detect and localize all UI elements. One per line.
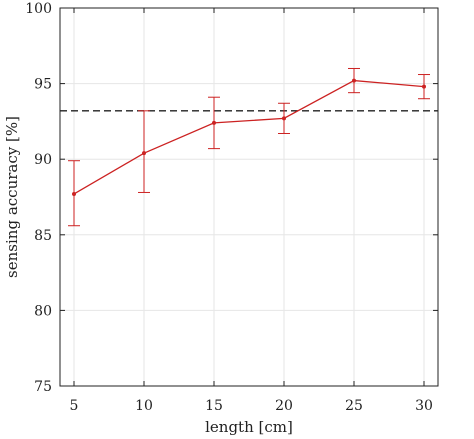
x-tick-label: 25	[345, 398, 363, 414]
data-point	[282, 116, 286, 121]
x-tick-label: 20	[275, 398, 293, 414]
data-point	[422, 84, 426, 89]
x-axis-label: length [cm]	[205, 418, 293, 436]
data-point	[212, 120, 216, 125]
y-tick-label: 85	[34, 228, 52, 244]
x-tick-label: 30	[415, 398, 433, 414]
x-tick-label: 10	[135, 398, 153, 414]
data-point	[142, 151, 146, 156]
ticks: 5 10 15 20 25 30 75 80 85 90 95 100	[25, 1, 438, 414]
series-group	[68, 67, 430, 227]
data-point	[352, 78, 356, 83]
data-point	[72, 191, 76, 196]
y-tick-label: 80	[34, 303, 52, 319]
y-tick-label: 75	[34, 379, 52, 395]
plot-frame	[59, 7, 439, 387]
y-tick-label: 90	[34, 152, 52, 168]
x-tick-label: 15	[205, 398, 223, 414]
grid	[60, 7, 438, 387]
series-line	[73, 79, 425, 195]
y-tick-label: 95	[34, 77, 52, 93]
y-tick-label: 100	[25, 1, 52, 17]
x-tick-label: 5	[70, 398, 79, 414]
y-axis-label: sensing accuracy [%]	[3, 116, 21, 278]
